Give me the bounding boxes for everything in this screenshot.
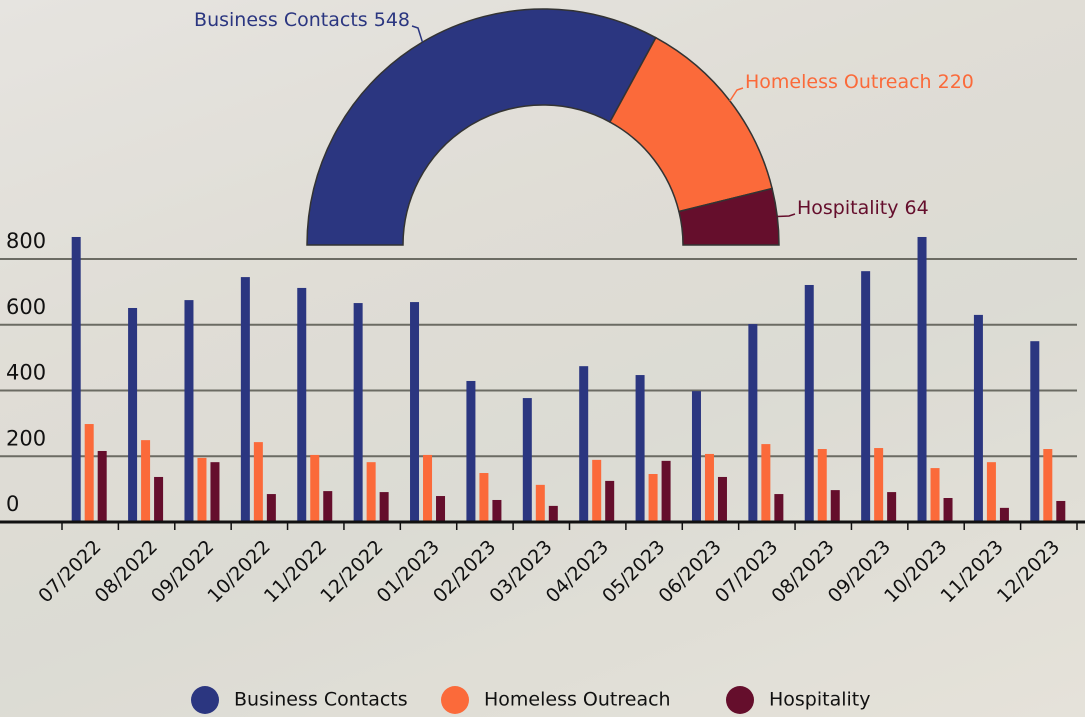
bar: [1000, 508, 1009, 522]
slice-name: Hospitality: [797, 197, 899, 219]
bar: [98, 451, 107, 522]
bar: [184, 300, 193, 522]
bar: [241, 277, 250, 522]
legend-label: Hospitality: [769, 689, 871, 711]
bar: [636, 375, 645, 522]
y-tick-label: 0: [6, 492, 19, 516]
bar: [267, 494, 276, 522]
bar: [466, 381, 475, 522]
bar: [210, 462, 219, 522]
bar: [254, 442, 263, 522]
slice-name: Business Contacts: [194, 9, 368, 31]
bar: [974, 315, 983, 522]
bar: [523, 398, 532, 522]
bar: [944, 498, 953, 522]
y-tick-label: 200: [6, 426, 46, 450]
bar: [367, 462, 376, 522]
bar: [718, 477, 727, 522]
bar: [887, 492, 896, 522]
bar: [128, 308, 137, 522]
bar: [141, 440, 150, 522]
bar: [72, 237, 81, 522]
bar: [592, 460, 601, 522]
y-tick-label: 400: [6, 361, 46, 385]
bar: [154, 477, 163, 522]
bar: [380, 492, 389, 522]
bar: [861, 271, 870, 522]
bar: [1056, 501, 1065, 522]
bar: [549, 506, 558, 522]
bar: [774, 494, 783, 522]
bar: [931, 468, 940, 522]
bar: [536, 485, 545, 522]
bar: [410, 302, 419, 522]
bar: [1030, 341, 1039, 522]
slice-label: Hospitality 64: [797, 197, 929, 219]
bar: [579, 366, 588, 522]
y-tick-label: 600: [6, 295, 46, 319]
bar: [874, 448, 883, 522]
bar: [423, 455, 432, 522]
bar: [649, 474, 658, 522]
chart: Business Contacts 548 Homeless Outreach 2…: [0, 0, 1085, 717]
bar: [436, 496, 445, 522]
bar: [761, 444, 770, 522]
slice-label: Business Contacts 548: [194, 9, 410, 31]
bar: [805, 285, 814, 522]
bar: [987, 462, 996, 522]
slice-name: Homeless Outreach: [745, 71, 932, 93]
bar: [492, 500, 501, 522]
bar: [85, 424, 94, 522]
bar: [692, 391, 701, 522]
bar: [323, 491, 332, 522]
bar: [748, 324, 757, 522]
slice-label: Homeless Outreach 220: [745, 71, 974, 93]
bar: [197, 458, 206, 522]
bar: [354, 303, 363, 522]
legend-label: Business Contacts: [234, 689, 408, 711]
legend-marker: [191, 686, 219, 714]
bar: [605, 481, 614, 522]
y-tick-label: 800: [6, 229, 46, 253]
slice-value: 220: [938, 71, 974, 93]
bar: [1043, 449, 1052, 522]
bar: [831, 490, 840, 522]
bar: [918, 237, 927, 522]
legend-marker: [726, 686, 754, 714]
bar: [297, 288, 306, 522]
legend-marker: [441, 686, 469, 714]
legend-label: Homeless Outreach: [484, 689, 671, 711]
bar: [705, 454, 714, 522]
slice-value: 64: [905, 197, 929, 219]
bar: [818, 449, 827, 522]
slice-value: 548: [374, 9, 410, 31]
bar: [662, 461, 671, 522]
bar: [310, 455, 319, 522]
bar: [479, 473, 488, 522]
